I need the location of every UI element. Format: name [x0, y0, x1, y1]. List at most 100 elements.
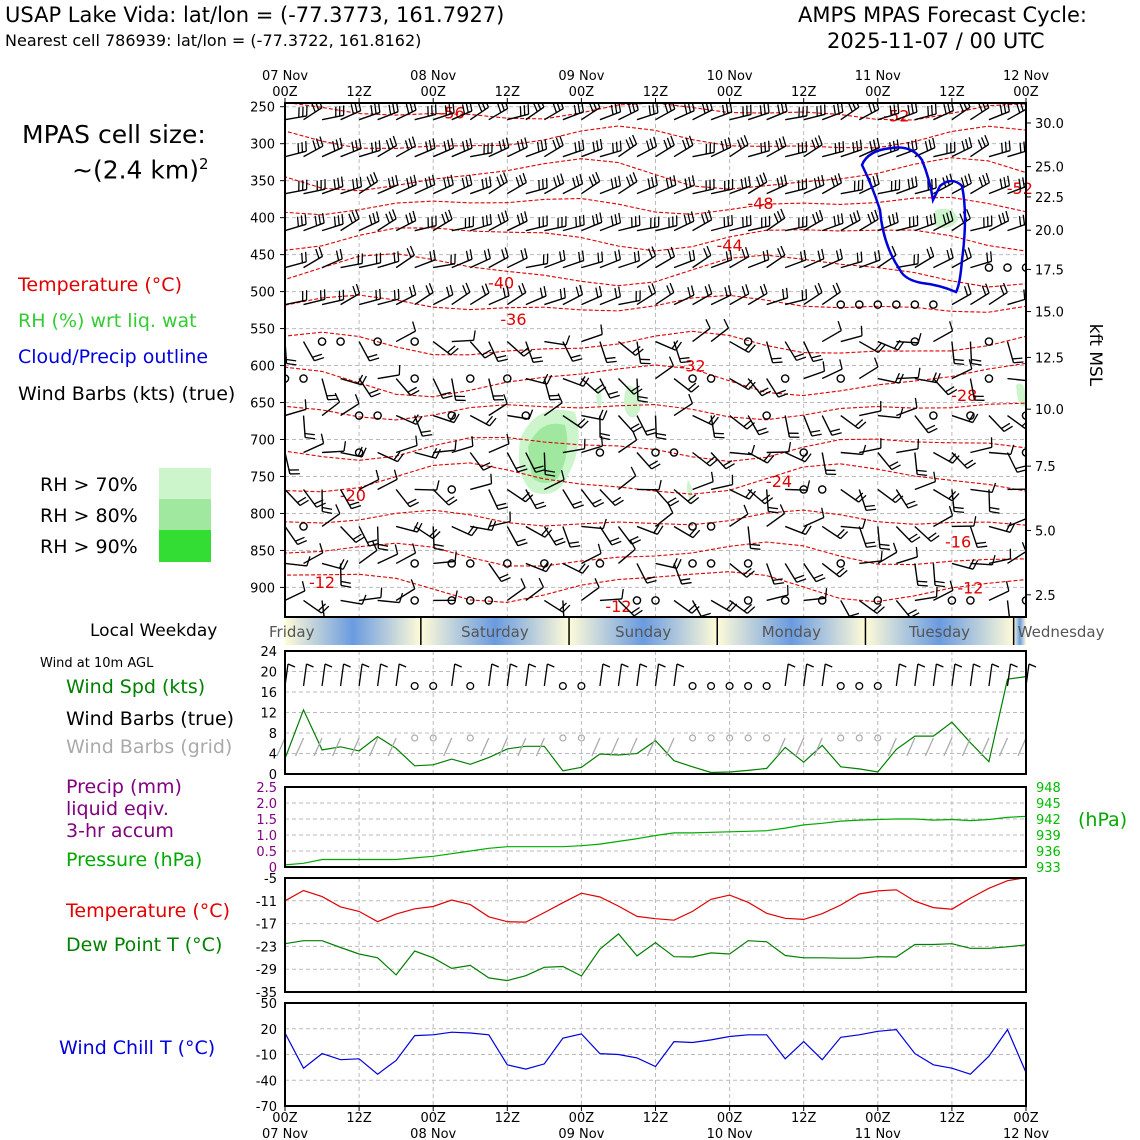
barb-flag [490, 473, 493, 484]
barb-flag [577, 103, 581, 114]
barb-staff [692, 188, 715, 195]
barb-flag [763, 283, 768, 294]
barb-flag [541, 527, 549, 536]
pressure-label: Pressure (hPa) [66, 849, 203, 871]
barb-flag [560, 469, 565, 480]
temperature-panel: -35-29-23-17-11-5 [256, 872, 1027, 1001]
barb-flag [648, 460, 658, 467]
barb-flag [351, 504, 362, 510]
legend-rh: RH (%) wrt liq. wat [18, 310, 197, 332]
barb-flag [334, 392, 341, 403]
main-ytick-label: 700 [250, 434, 275, 449]
barb-flag [687, 213, 691, 224]
calm-circle [984, 263, 994, 272]
barb-flag [971, 358, 982, 362]
barb-flag [964, 138, 969, 149]
barb-flag [504, 210, 509, 221]
calm-circle [410, 337, 419, 346]
barb-flag [964, 175, 969, 186]
barb-flag [379, 288, 382, 299]
barb-flag [408, 286, 413, 297]
barb-flag [315, 138, 320, 149]
barb-flag [581, 250, 585, 261]
calm-circle [502, 374, 512, 383]
barb-flag [914, 176, 918, 187]
grid-barb [480, 737, 490, 757]
barb-staff [692, 327, 711, 343]
barb-staff [673, 259, 695, 269]
barb-staff [859, 447, 881, 454]
barb-flag [406, 247, 412, 258]
grid-calm-circle [874, 734, 882, 742]
barb-flag [598, 285, 603, 296]
barb-flag [917, 473, 928, 477]
panel-ytick-label: 8 [269, 727, 277, 742]
barb-flag [927, 106, 930, 117]
barb-flag [767, 506, 778, 510]
barb-flag [942, 214, 947, 225]
barb-flag [409, 245, 415, 256]
grid-barb [350, 737, 360, 757]
barb-staff [506, 257, 528, 269]
barb-staff [340, 403, 360, 417]
calm-circle [706, 522, 716, 531]
barb-flag [435, 448, 442, 459]
barb-flag [685, 137, 691, 148]
barb-flag [355, 536, 365, 543]
barb-staff [395, 109, 417, 121]
barb-flag [545, 473, 556, 477]
barb-flag [817, 176, 821, 187]
barb-flag [905, 500, 916, 506]
barb-staff [877, 414, 900, 419]
surface-barb-flag [658, 663, 666, 668]
barb-staff [562, 293, 583, 306]
barb-flag [286, 362, 297, 366]
barb-staff [285, 590, 306, 602]
barb-flag [839, 569, 848, 578]
barb-flag [1029, 371, 1032, 381]
panel-ytick-label: 1.5 [256, 813, 277, 828]
calm-circle [743, 596, 753, 605]
calm-circle [502, 559, 512, 568]
grid-calm-circle [577, 734, 586, 742]
barb-flag [670, 246, 676, 257]
barb-staff [432, 183, 454, 195]
barb-flag [352, 533, 362, 541]
barb-flag [774, 582, 785, 585]
barb-flag [768, 510, 779, 514]
cell-size-text: ~(2.4 km) [72, 155, 199, 185]
barb-flag [759, 174, 765, 185]
barb-staff [803, 415, 813, 437]
barb-flag [892, 542, 898, 553]
barb-flag [352, 179, 355, 190]
barb-flag [428, 282, 434, 293]
kft-tick-label: 7.5 [1035, 460, 1056, 475]
barb-flag [690, 211, 695, 222]
calm-circle [595, 559, 605, 568]
isotherm-line [285, 362, 1026, 398]
barb-flag [366, 176, 372, 187]
barb-flag [304, 251, 307, 262]
barb-flag [375, 289, 378, 300]
barb-flag [833, 215, 837, 227]
barb-flag [522, 172, 527, 183]
barb-flag [627, 103, 632, 114]
barb-flag [428, 176, 432, 187]
barb-flag [637, 399, 648, 403]
bottom-hour-label: 00Z [717, 1111, 743, 1126]
barb-flag [836, 103, 840, 114]
barb-flag [481, 349, 492, 356]
barb-staff [433, 449, 456, 454]
barb-staff [969, 341, 973, 364]
barb-flag [611, 496, 622, 504]
barb-staff [285, 489, 301, 506]
barb-staff [970, 224, 992, 232]
top-day-label: 09 Nov [558, 69, 604, 84]
grid-barb [387, 737, 397, 757]
grid-barb [980, 737, 990, 757]
barb-staff [766, 254, 786, 269]
barb-staff [525, 586, 544, 601]
barb-flag [647, 178, 651, 189]
panel-ytick-label: 12 [260, 707, 277, 722]
